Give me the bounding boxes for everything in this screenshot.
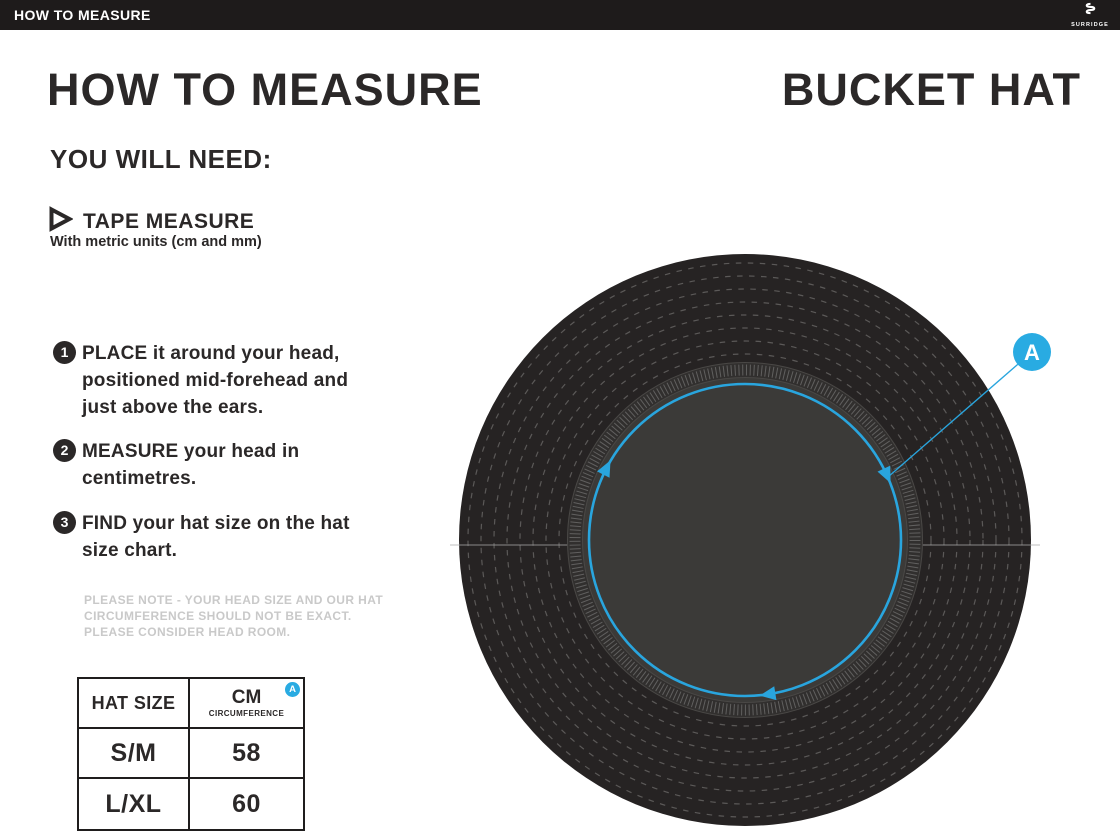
tape-measure-item: TAPE MEASURE bbox=[48, 206, 254, 237]
topbar-title: HOW TO MEASURE bbox=[14, 7, 151, 23]
cm-cell: 60 bbox=[188, 777, 305, 831]
brand-logo: SURRIDGE bbox=[1068, 1, 1112, 28]
hat-size-header-cell: HAT SIZE bbox=[77, 677, 190, 729]
size-lxl-label: L/XL bbox=[105, 789, 162, 818]
step-2-number-badge: 2 bbox=[53, 439, 76, 462]
size-disclaimer-note: PLEASE NOTE - YOUR HEAD SIZE AND OUR HAT… bbox=[84, 592, 383, 640]
brand-name: SURRIDGE bbox=[1071, 22, 1109, 28]
arrowhead-bottom bbox=[759, 686, 777, 701]
crown-band-inner-edge bbox=[582, 377, 908, 703]
step-2-line-2: centimetres. bbox=[82, 468, 197, 489]
tape-measure-note: With metric units (cm and mm) bbox=[50, 234, 262, 250]
step-2-text: MEASURE your head in centimetres. bbox=[82, 438, 299, 492]
size-sm-value: 58 bbox=[232, 738, 261, 767]
arrowhead-upper-left bbox=[597, 460, 611, 478]
table-row: L/XL 60 bbox=[77, 777, 305, 831]
size-sm-label: S/M bbox=[110, 738, 157, 767]
step-2-line-1: MEASURE your head in bbox=[82, 441, 300, 462]
surridge-s-mark-icon bbox=[1082, 1, 1099, 21]
step-2: 2 MEASURE your head in centimetres. bbox=[53, 438, 299, 492]
cm-header-label: CM bbox=[231, 687, 262, 708]
step-1-text: PLACE it around your head, positioned mi… bbox=[82, 340, 348, 421]
step-1-line-2: positioned mid-forehead and bbox=[82, 370, 349, 391]
step-3-number-badge: 3 bbox=[53, 511, 76, 534]
note-line-1: PLEASE NOTE - YOUR HEAD SIZE AND OUR HAT bbox=[84, 593, 384, 607]
label-a-text: A bbox=[1024, 340, 1040, 365]
measure-arrowheads bbox=[597, 460, 891, 701]
step-3: 3 FIND your hat size on the hat size cha… bbox=[53, 510, 350, 564]
you-will-need-heading: YOU WILL NEED: bbox=[50, 144, 272, 174]
tape-measure-label: TAPE MEASURE bbox=[83, 209, 255, 233]
triangle-bullet-icon bbox=[48, 206, 74, 237]
size-table-header-row: HAT SIZE CM CIRCUMFERENCE A bbox=[77, 677, 305, 729]
measurement-a-badge: A bbox=[285, 682, 300, 697]
crown-band-outer-edge bbox=[567, 362, 923, 718]
step-1-line-3: just above the ears. bbox=[82, 397, 264, 418]
brim-stitch-rings bbox=[467, 262, 1023, 818]
topbar: HOW TO MEASURE SURRIDGE bbox=[0, 0, 1120, 30]
step-1-number-badge: 1 bbox=[53, 341, 76, 364]
size-cell: S/M bbox=[77, 727, 190, 779]
step-1-line-1: PLACE it around your head, bbox=[82, 343, 340, 364]
size-lxl-value: 60 bbox=[232, 789, 261, 818]
circumference-measure-circle bbox=[587, 382, 903, 698]
page-title: HOW TO MEASURE bbox=[47, 64, 483, 115]
step-3-line-2: size chart. bbox=[82, 540, 178, 561]
label-leader-line bbox=[887, 363, 1019, 478]
hat-crown bbox=[573, 368, 917, 712]
bucket-hat-diagram: A bbox=[440, 253, 1055, 833]
note-line-3: PLEASE CONSIDER HEAD ROOM. bbox=[84, 625, 291, 639]
step-1: 1 PLACE it around your head, positioned … bbox=[53, 340, 348, 421]
step-3-line-1: FIND your hat size on the hat bbox=[82, 513, 350, 534]
arrowhead-right bbox=[877, 465, 891, 484]
size-cell: L/XL bbox=[77, 777, 190, 831]
hat-size-header-label: HAT SIZE bbox=[91, 692, 176, 713]
circumference-subheader-label: CIRCUMFERENCE bbox=[208, 709, 285, 718]
note-line-2: CIRCUMFERENCE SHOULD NOT BE EXACT. bbox=[84, 609, 352, 623]
cm-header-cell: CM CIRCUMFERENCE A bbox=[188, 677, 305, 729]
label-a-badge bbox=[1013, 333, 1051, 371]
crown-stitch-ticks bbox=[569, 364, 921, 716]
table-row: S/M 58 bbox=[77, 727, 305, 779]
cm-cell: 58 bbox=[188, 727, 305, 779]
product-title: BUCKET HAT bbox=[781, 64, 1081, 115]
step-3-text: FIND your hat size on the hat size chart… bbox=[82, 510, 350, 564]
size-chart-table: HAT SIZE CM CIRCUMFERENCE A S/M 58 L/XL … bbox=[77, 677, 305, 831]
